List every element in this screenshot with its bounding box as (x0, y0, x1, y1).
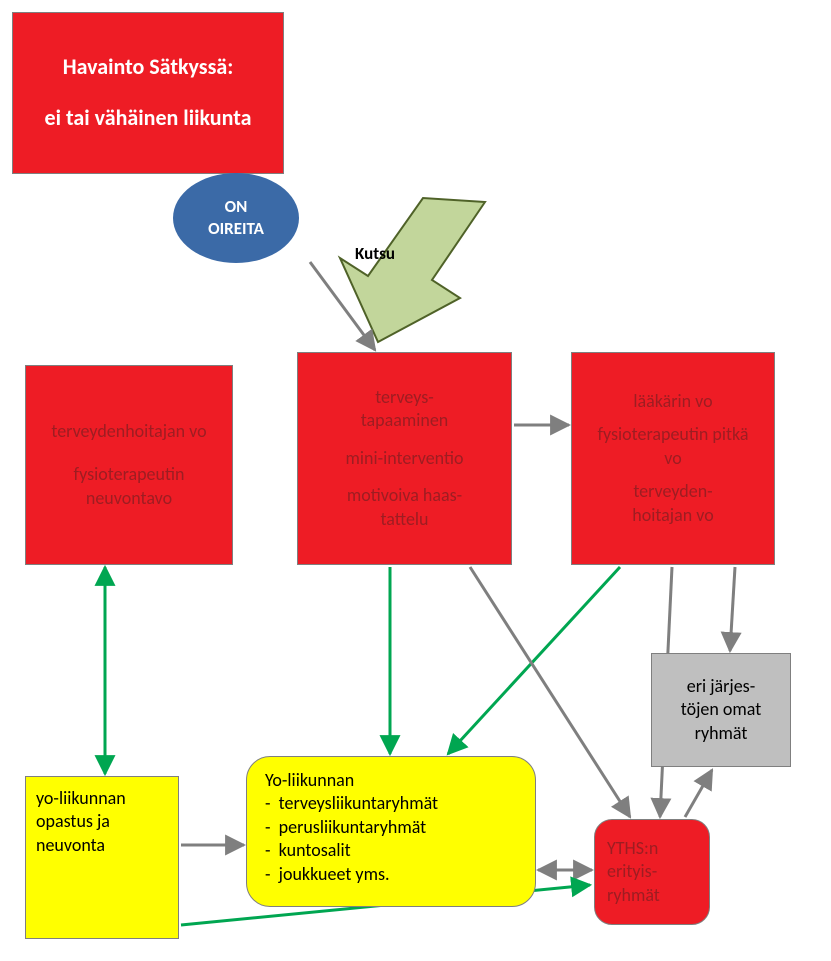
oireita-line2: OIREITA (208, 218, 264, 240)
yo-opastus-box: yo-liikunnan opastus ja neuvonta (25, 776, 179, 939)
yths-line1: YTHS:n (607, 837, 658, 860)
left-mid-line3: fysioterapeutin neuvontavo (44, 463, 214, 510)
erijarj-line2: töjen omat (681, 698, 762, 721)
erijarj-line3: ryhmät (695, 722, 748, 745)
right-line1: lääkärin vo (633, 390, 712, 413)
yths-box: YTHS:n erityis- ryhmät (594, 819, 710, 925)
yo-list-item-1: - perusliikuntaryhmät (265, 816, 426, 839)
havainto-box: Havainto Sätkyssä: ei tai vähäinen liiku… (12, 12, 284, 174)
oireita-line1: ON (225, 196, 248, 218)
kutsu-text: Kutsu (355, 243, 395, 264)
yths-line2: erityis- (607, 860, 657, 883)
left-mid-line1: terveydenhoitajan vo (51, 420, 206, 443)
center-mid-box: terveys- tapaaminen mini-interventio mot… (297, 352, 512, 565)
yths-line3: ryhmät (607, 884, 660, 907)
yo-list-item-0: - terveysliikuntaryhmät (265, 792, 438, 815)
center-line4: mini-interventio (346, 447, 464, 470)
center-line1: terveys- (375, 386, 434, 409)
right-line6: hoitajan vo (632, 504, 713, 527)
havainto-line1: Havainto Sätkyssä: (63, 53, 234, 82)
kutsu-block-arrow (340, 198, 485, 342)
oireita-to-center (310, 262, 375, 350)
yths-to-erijarj (685, 770, 712, 817)
center-line2: tapaaminen (361, 409, 449, 432)
right-line5: terveyden- (633, 480, 712, 503)
yo-list-box: Yo-liikunnan - terveysliikuntaryhmät - p… (246, 756, 536, 907)
havainto-line2: ei tai vähäinen liikunta (45, 104, 252, 133)
left-mid-box: terveydenhoitajan vo fysioterapeutin neu… (25, 365, 233, 565)
right-line3: fysioterapeutin pitkä vo (588, 423, 758, 470)
yo-list-item-2: - kuntosalit (265, 839, 351, 862)
yo-list-title: Yo-liikunnan (265, 769, 354, 792)
eri-jarj-box: eri järjes- töjen omat ryhmät (651, 653, 791, 767)
center-line7: tattelu (380, 508, 428, 531)
oireita-ellipse: ON OIREITA (173, 173, 299, 263)
erijarj-line1: eri järjes- (687, 675, 755, 698)
right-to-yolist (448, 567, 620, 754)
yo-opastus-text: yo-liikunnan opastus ja neuvonta (36, 787, 168, 857)
kutsu-label: Kutsu (355, 243, 395, 264)
right-to-erijarj (730, 567, 735, 651)
center-line6: motivoiva haas- (347, 484, 462, 507)
yo-list-item-3: - joukkueet yms. (265, 863, 390, 886)
right-mid-box: lääkärin vo fysioterapeutin pitkä vo ter… (571, 352, 775, 565)
